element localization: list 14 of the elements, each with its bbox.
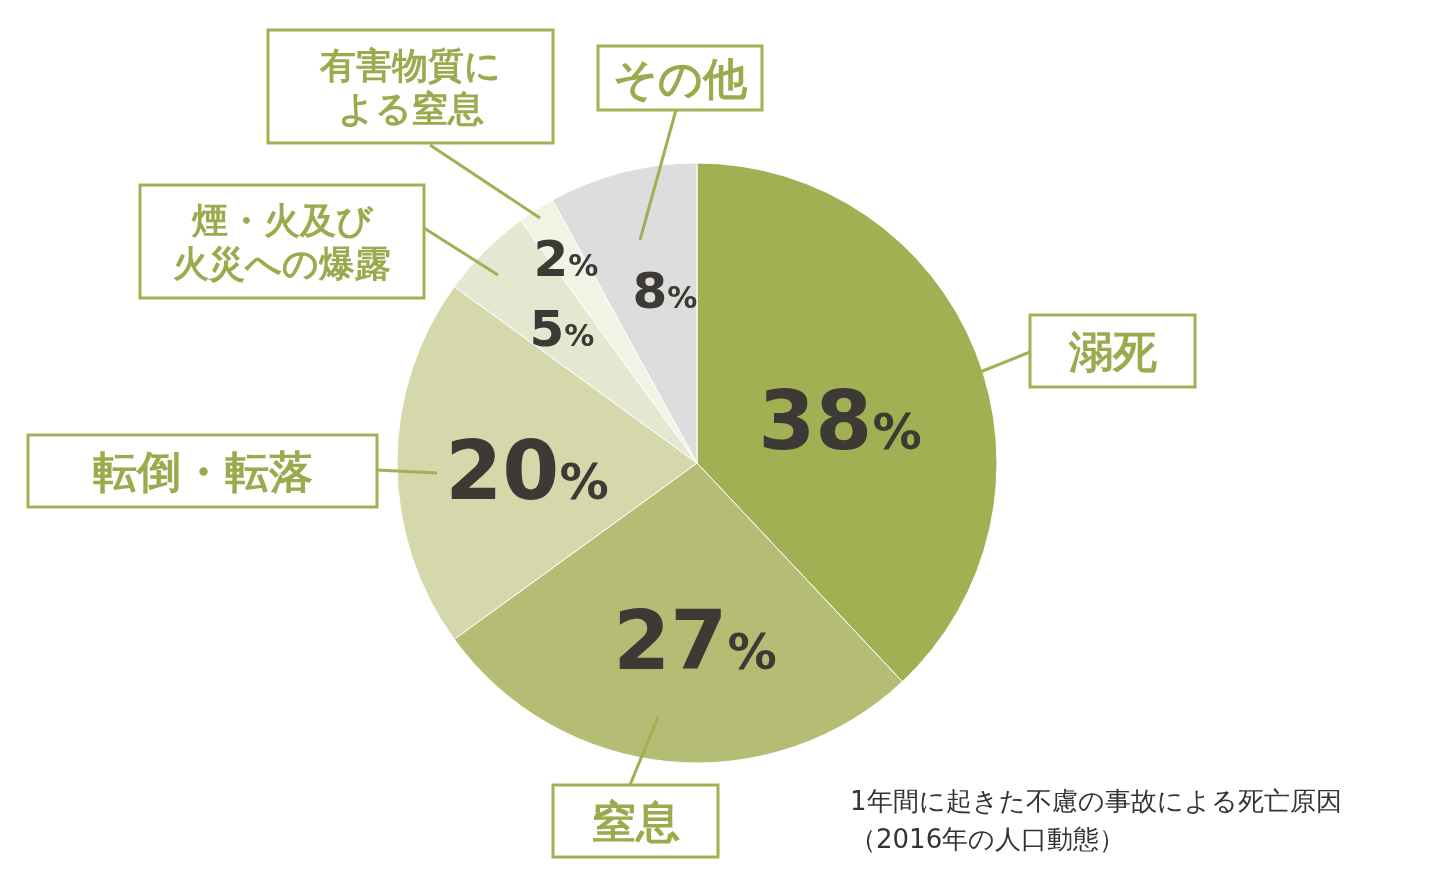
slice-label: 煙・火及び火災への爆露	[173, 199, 391, 285]
data-label: 38%	[758, 372, 922, 468]
data-label: 8%	[632, 261, 698, 320]
data-label: 5%	[529, 299, 595, 358]
data-label: 27%	[613, 592, 777, 688]
text: 1年間に起きた不慮の事故による死亡原因	[850, 786, 1342, 816]
slice-label: 転倒・転落	[92, 445, 313, 497]
data-label: 2%	[533, 229, 599, 288]
slice-label: 溺死	[1067, 325, 1157, 377]
slice-label: 有害物質による窒息	[319, 44, 501, 130]
text: （2016年の人口動態）	[850, 824, 1126, 854]
slice-label: その他	[613, 52, 748, 104]
data-label: 20%	[445, 422, 609, 518]
slice-label: 窒息	[591, 795, 680, 847]
